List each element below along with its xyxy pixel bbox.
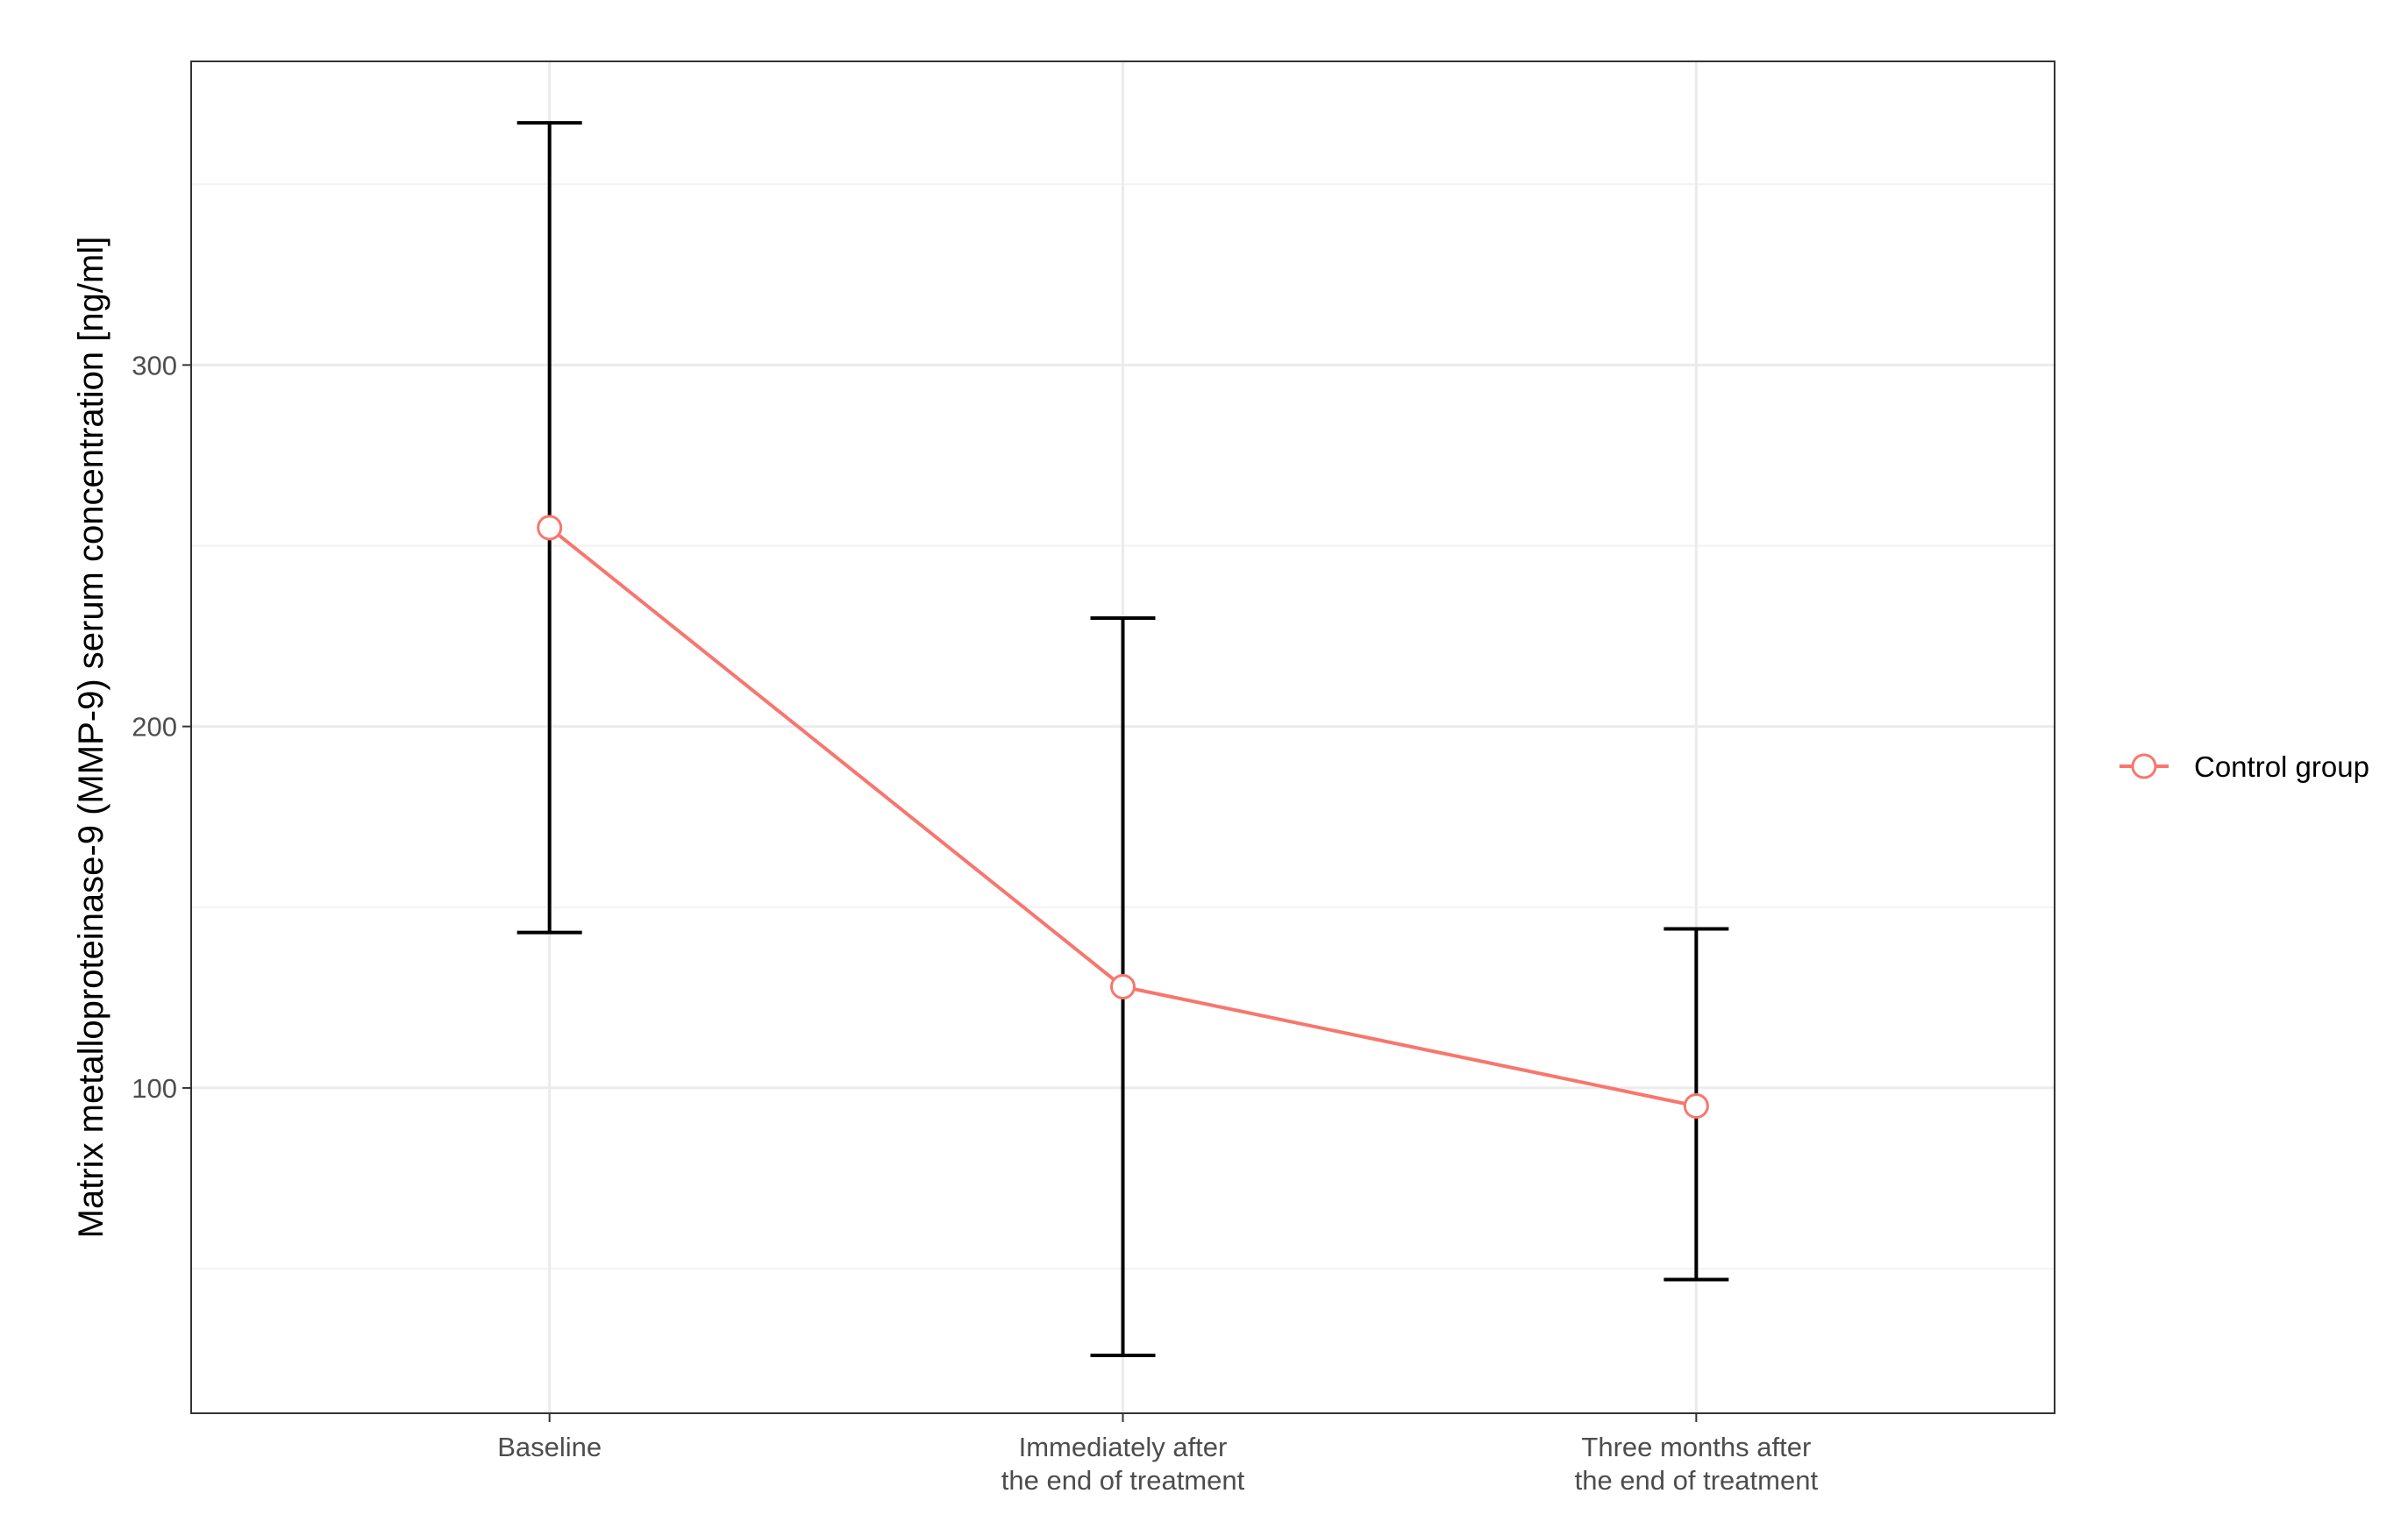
legend-key	[2119, 753, 2169, 779]
legend-label: Control group	[2194, 750, 2369, 783]
data-point	[1110, 973, 1136, 999]
y-tick-label: 300	[132, 350, 177, 380]
x-axis-ticks: Baseline Immediately after the end of trea…	[497, 1413, 1818, 1496]
y-tick-label: 200	[132, 712, 177, 743]
data-points	[537, 515, 1709, 1120]
x-tick-label: Three months after the end of treatment	[1575, 1432, 1819, 1496]
legend: Control group	[2119, 750, 2369, 783]
x-tick-label: Baseline	[497, 1432, 602, 1462]
y-axis-ticks: 100 200 300	[132, 350, 191, 1104]
y-tick-label: 100	[132, 1073, 177, 1104]
data-point	[1683, 1093, 1709, 1120]
x-tick-label: Immediately after the end of treatment	[1001, 1432, 1245, 1496]
y-axis-title: Matrix metalloproteinase-9 (MMP-9) serum…	[72, 237, 110, 1239]
data-point	[537, 515, 563, 541]
